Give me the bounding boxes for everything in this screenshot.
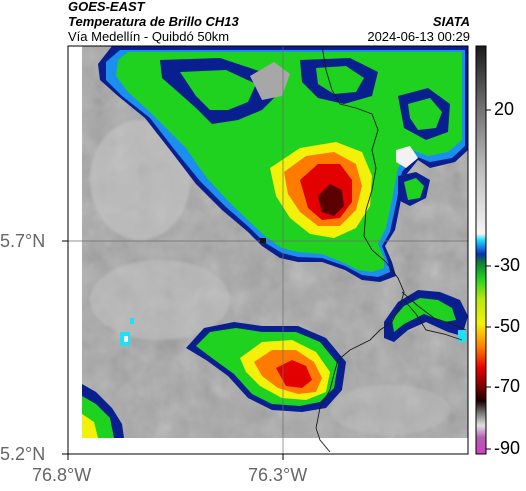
colorbar-label: -30 [494, 255, 521, 275]
river-line [403, 299, 463, 341]
lat-label-5.7: 5.7°N [0, 231, 46, 251]
light-patch [90, 260, 230, 340]
cloud-darkred-core [318, 184, 344, 216]
cloud-gap [396, 146, 418, 168]
datetime-label: 2024-06-13 00:29 [367, 29, 470, 44]
cloud-gap [250, 62, 290, 100]
convective-cloud-north [98, 46, 468, 282]
cloud-east-green2 [392, 298, 456, 332]
cloud-east-outer [384, 290, 468, 342]
cloud-east-green [404, 178, 424, 200]
cyan-spot [130, 318, 134, 324]
convective-cloud-southwest [82, 384, 124, 438]
colorbar-gradient [475, 45, 487, 455]
map-border [67, 45, 469, 455]
lon-label-76.3: 76.3°W [248, 465, 308, 485]
colorbar-label: -70 [494, 376, 521, 396]
cyan-spot [458, 330, 466, 342]
axis-ticks [62, 240, 284, 460]
convective-cloud-east [384, 290, 468, 342]
cloud-south-red [276, 360, 312, 388]
colorbar-label: 20 [494, 99, 515, 119]
light-patch [330, 385, 450, 435]
source-label: SIATA [432, 14, 470, 29]
colorbar-label: -90 [494, 438, 521, 458]
river-line [401, 291, 467, 331]
cloud-inner-green [408, 98, 442, 130]
lat-label-5.2: 5.2°N [0, 444, 46, 464]
cyan-spot [124, 336, 128, 342]
satellite-title: GOES-EAST [68, 0, 145, 14]
cloud-sw-yellow [82, 414, 98, 438]
colorbar-label: -50 [494, 316, 521, 336]
cloud-inner-green [180, 70, 256, 110]
lon-label-76.8: 76.8°W [32, 465, 92, 485]
cloud-inner-green [316, 66, 364, 94]
colorbar [475, 45, 491, 455]
boundary-lines [315, 45, 467, 453]
no-data-strip-west [68, 46, 82, 454]
light-patch [90, 120, 190, 240]
product-title: Temperatura de Brillo CH13 [68, 14, 239, 29]
convective-cloud-south [186, 322, 346, 412]
department-boundary [315, 45, 405, 453]
route-label: Vía Medellín - Quibdó 50km [68, 29, 230, 44]
no-data-strip [68, 438, 468, 454]
location-marker [260, 238, 266, 243]
